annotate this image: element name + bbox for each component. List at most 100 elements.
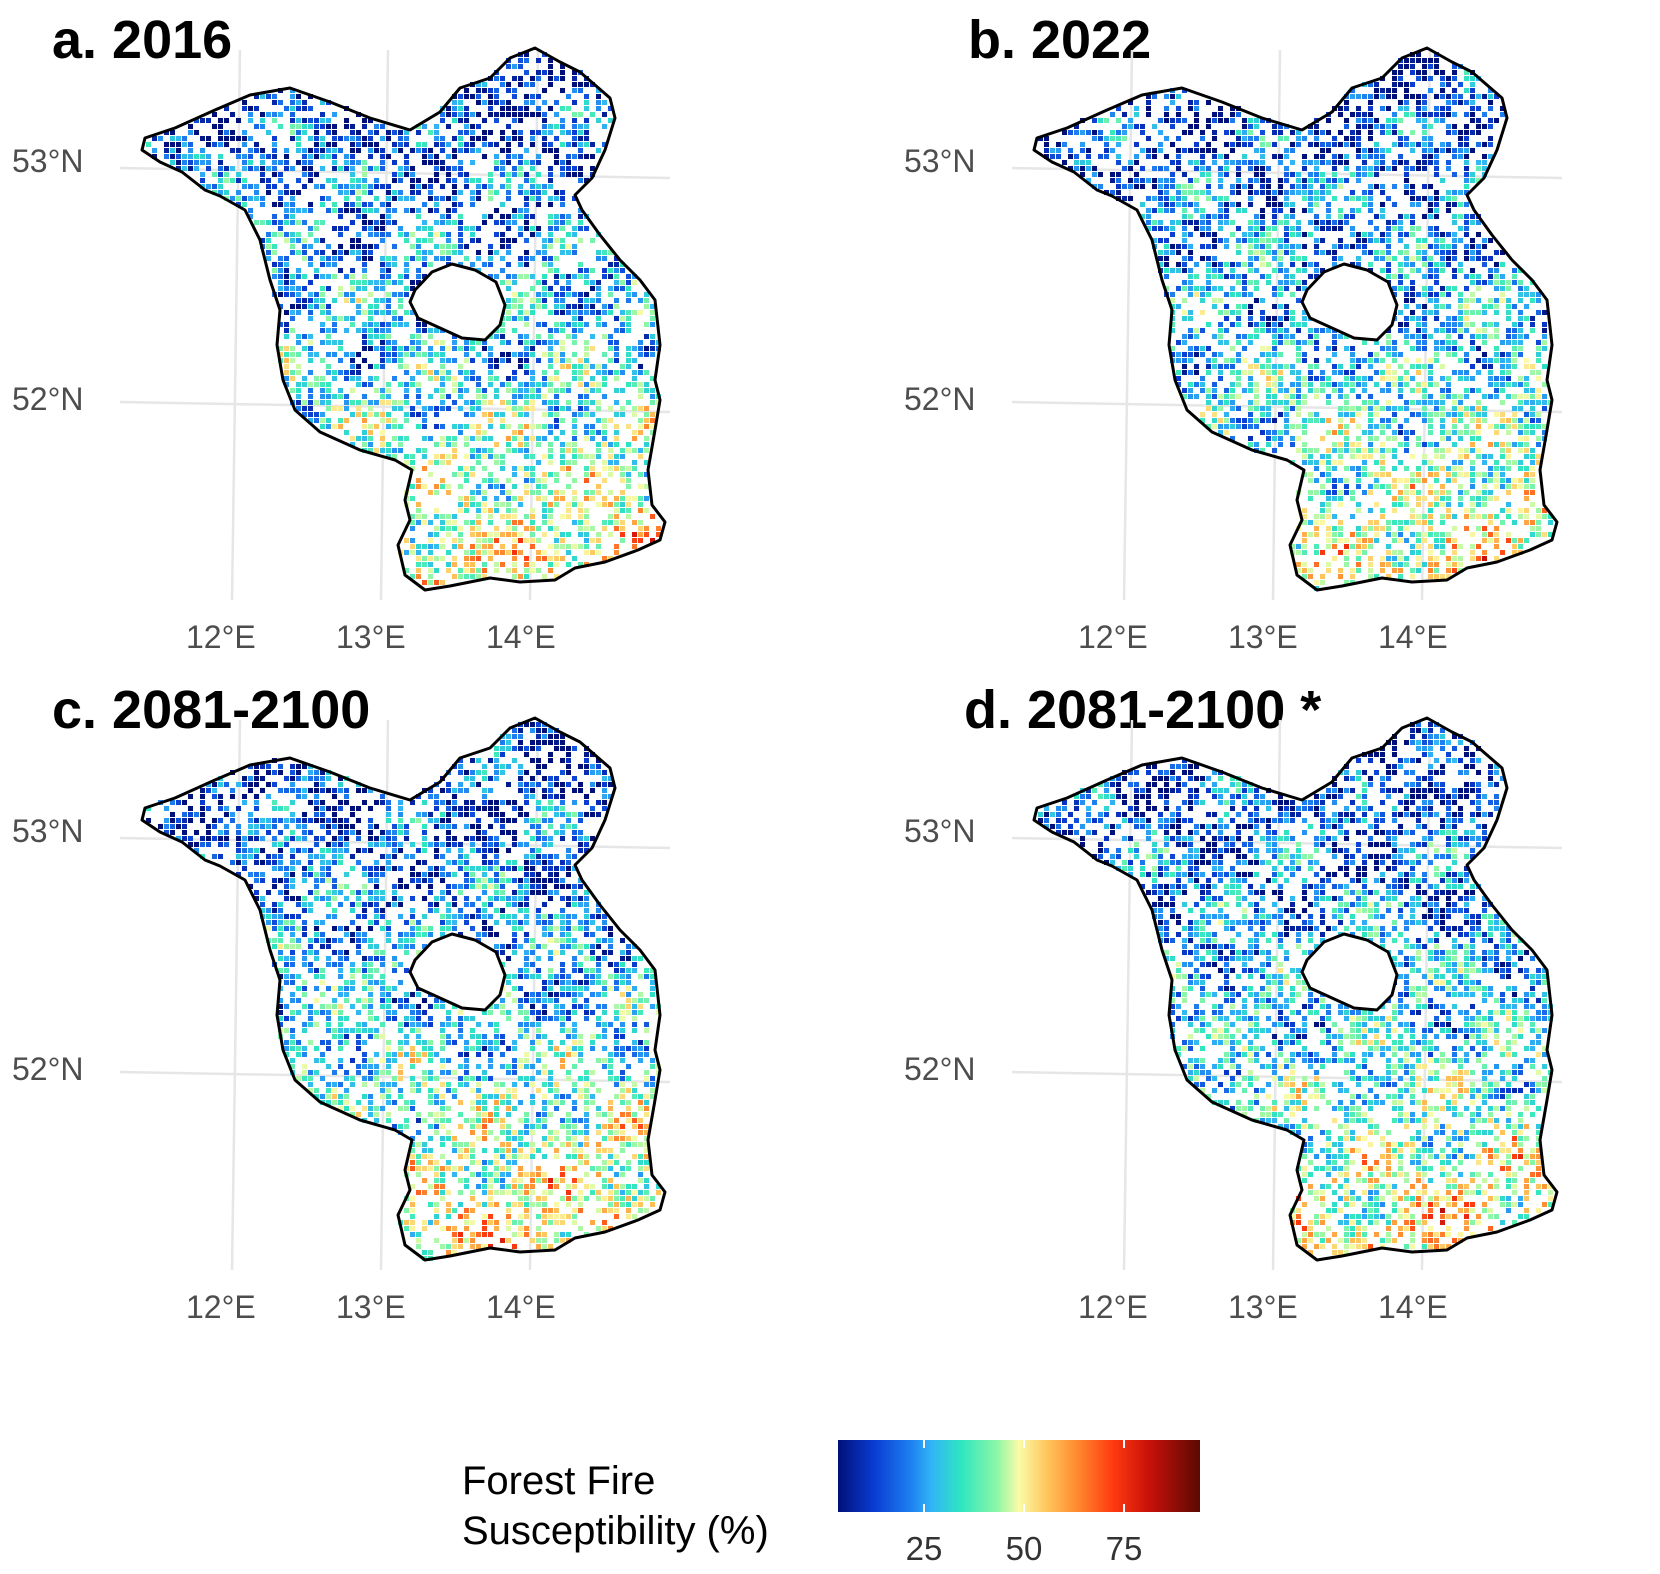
raster-cell <box>314 220 319 225</box>
raster-cell <box>1080 142 1085 147</box>
raster-cell <box>1482 238 1487 243</box>
raster-cell <box>512 412 517 417</box>
raster-cell <box>608 490 613 495</box>
raster-cell <box>1488 274 1493 279</box>
raster-cell <box>1128 178 1133 183</box>
raster-cell <box>206 136 211 141</box>
raster-cell <box>638 418 643 423</box>
raster-cell <box>608 454 613 459</box>
raster-cell <box>542 136 547 141</box>
raster-cell <box>1446 112 1451 117</box>
raster-cell <box>1386 382 1391 387</box>
raster-cell <box>554 268 559 273</box>
raster-cell <box>212 184 217 189</box>
raster-cell <box>530 82 535 87</box>
raster-cell <box>1194 226 1199 231</box>
raster-cell <box>320 196 325 201</box>
raster-cell <box>1248 202 1253 207</box>
raster-cell <box>1422 184 1427 189</box>
raster-cell <box>416 412 421 417</box>
raster-cell <box>320 124 325 129</box>
raster-cell <box>1338 364 1343 369</box>
raster-cell <box>596 370 601 375</box>
raster-cell <box>1458 310 1463 315</box>
raster-cell <box>1374 160 1379 165</box>
raster-cell <box>1416 76 1421 81</box>
raster-cell <box>314 184 319 189</box>
raster-cell <box>302 412 307 417</box>
raster-cell <box>1434 250 1439 255</box>
raster-cell <box>476 250 481 255</box>
raster-cell <box>1224 220 1229 225</box>
raster-cell <box>1404 340 1409 345</box>
raster-cell <box>1452 514 1457 519</box>
raster-cell <box>368 166 373 171</box>
raster-cell <box>452 148 457 153</box>
raster-cell <box>452 544 457 549</box>
raster-cell <box>248 166 253 171</box>
raster-cell <box>1362 124 1367 129</box>
raster-cell <box>380 448 385 453</box>
raster-cell <box>620 472 625 477</box>
raster-cell <box>458 538 463 543</box>
raster-cell <box>602 322 607 327</box>
raster-cell <box>1284 196 1289 201</box>
raster-cell <box>1320 454 1325 459</box>
raster-cell <box>482 478 487 483</box>
susceptibility-raster <box>146 52 661 585</box>
raster-cell <box>1344 370 1349 375</box>
raster-cell <box>1452 130 1457 135</box>
raster-cell <box>1476 346 1481 351</box>
raster-cell <box>1296 340 1301 345</box>
raster-cell <box>1368 520 1373 525</box>
raster-cell <box>590 286 595 291</box>
raster-cell <box>1410 196 1415 201</box>
raster-cell <box>1284 154 1289 159</box>
raster-cell <box>1530 418 1535 423</box>
raster-cell <box>596 490 601 495</box>
raster-cell <box>1428 268 1433 273</box>
raster-cell <box>344 328 349 333</box>
raster-cell <box>278 160 283 165</box>
raster-cell <box>386 184 391 189</box>
raster-cell <box>530 478 535 483</box>
raster-cell <box>584 466 589 471</box>
raster-cell <box>1362 400 1367 405</box>
raster-cell <box>356 400 361 405</box>
raster-cell <box>560 556 565 561</box>
raster-cell <box>266 244 271 249</box>
raster-cell <box>1344 220 1349 225</box>
raster-cell <box>1464 190 1469 195</box>
raster-cell <box>374 412 379 417</box>
raster-cell <box>1452 418 1457 423</box>
raster-cell <box>506 550 511 555</box>
raster-cell <box>1416 268 1421 273</box>
raster-cell <box>1422 364 1427 369</box>
raster-cell <box>1506 490 1511 495</box>
raster-cell <box>524 406 529 411</box>
raster-cell <box>1362 406 1367 411</box>
raster-cell <box>1194 142 1199 147</box>
raster-cell <box>1242 418 1247 423</box>
raster-cell <box>374 286 379 291</box>
raster-cell <box>524 556 529 561</box>
raster-cell <box>590 382 595 387</box>
raster-cell <box>1254 256 1259 261</box>
raster-cell <box>578 154 583 159</box>
raster-cell <box>1068 130 1073 135</box>
raster-cell <box>1260 412 1265 417</box>
raster-cell <box>1422 94 1427 99</box>
raster-cell <box>1152 124 1157 129</box>
raster-cell <box>278 292 283 297</box>
raster-cell <box>452 244 457 249</box>
raster-cell <box>1176 136 1181 141</box>
raster-cell <box>524 322 529 327</box>
raster-cell <box>1446 202 1451 207</box>
raster-cell <box>650 538 655 543</box>
raster-cell <box>1434 214 1439 219</box>
raster-cell <box>1476 412 1481 417</box>
raster-cell <box>1458 130 1463 135</box>
raster-cell <box>506 502 511 507</box>
raster-cell <box>1422 400 1427 405</box>
raster-cell <box>470 226 475 231</box>
